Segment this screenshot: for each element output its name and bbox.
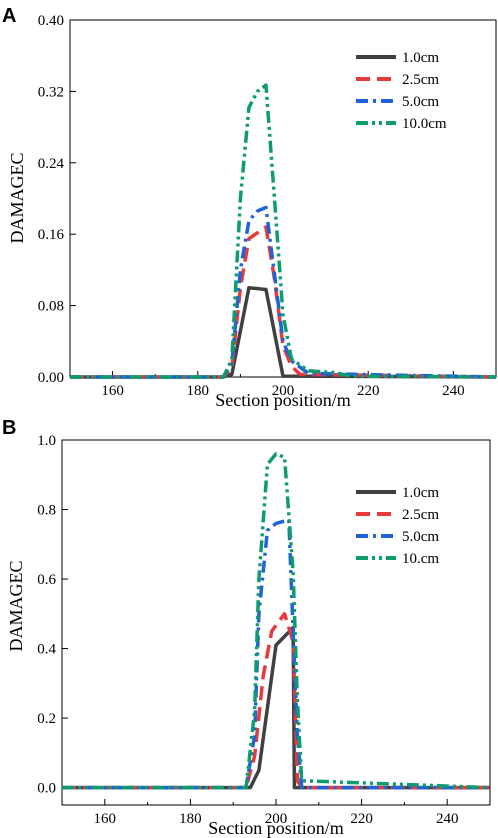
y-tick-label: 0.08 xyxy=(38,299,64,315)
legend-label: 10.cm xyxy=(402,551,439,567)
y-tick-label: 0.6 xyxy=(37,572,56,588)
legend-label: 10.0cm xyxy=(402,116,447,132)
y-tick-label: 0.0 xyxy=(37,781,56,797)
panel-a: A 160 180 200 220 240 0.00 0.08 0.16 0.24 0.32 0.4… xyxy=(2,5,497,410)
series-layer-b xyxy=(62,452,491,790)
y-axis-title-a: DAMAGEC xyxy=(7,152,27,243)
y-tick-label: 0.40 xyxy=(38,13,64,29)
x-tick-label: 240 xyxy=(442,383,465,399)
series-line-a xyxy=(70,225,497,379)
legend-a: 1.0cm 2.5cm 5.0cm 10.0cm xyxy=(356,50,447,132)
y-tick-label: 0.16 xyxy=(38,227,65,243)
y-tick-label: 0.32 xyxy=(38,84,64,100)
series-line-a xyxy=(70,83,497,379)
y-tick-label: 0.00 xyxy=(38,370,64,386)
y-tick-label: 1.0 xyxy=(37,433,56,449)
panel-label-a: A xyxy=(2,5,16,27)
legend-label: 2.5cm xyxy=(402,72,439,88)
x-tick-label: 200 xyxy=(265,811,288,827)
legend-label: 1.0cm xyxy=(402,50,439,66)
legend-b: 1.0cm 2.5cm 5.0cm 10.cm xyxy=(356,485,439,567)
x-tick-label: 180 xyxy=(179,811,202,827)
x-tick-label: 160 xyxy=(101,383,124,399)
x-axis-title-b: Section position/m xyxy=(208,818,344,838)
x-tick-label: 240 xyxy=(436,811,459,827)
y-tick-label: 0.2 xyxy=(37,711,56,727)
legend-label: 1.0cm xyxy=(402,485,439,501)
axis-ticks-a: 160 180 200 220 240 0.00 0.08 0.16 0.24 0.32 0.40 xyxy=(38,13,497,399)
x-axis-title-a: Section position/m xyxy=(215,390,351,410)
x-tick-label: 220 xyxy=(357,383,380,399)
y-tick-label: 0.8 xyxy=(37,503,56,519)
series-line-b xyxy=(62,612,490,790)
series-layer-a xyxy=(70,83,497,379)
panel-label-b: B xyxy=(2,417,16,439)
legend-label: 2.5cm xyxy=(402,507,439,523)
legend-label: 5.0cm xyxy=(402,529,439,545)
x-tick-label: 180 xyxy=(187,383,210,399)
series-line-b xyxy=(62,625,490,790)
series-line-b xyxy=(62,452,491,790)
series-line-a xyxy=(70,205,497,379)
y-tick-label: 0.4 xyxy=(37,642,56,658)
x-tick-label: 160 xyxy=(94,811,117,827)
y-axis-title-b: DAMAGEC xyxy=(6,560,26,651)
y-tick-label: 0.24 xyxy=(38,156,65,172)
panel-b: B 160 180 200 220 240 0.0 0.2 0.4 0.6 0.8 1.0 1.0c… xyxy=(2,417,491,838)
x-tick-label: 220 xyxy=(350,811,373,827)
axis-ticks-b: 160 180 200 220 240 0.0 0.2 0.4 0.6 0.8 1.0 xyxy=(37,433,491,827)
x-tick-label: 200 xyxy=(272,383,295,399)
series-line-b xyxy=(62,518,490,790)
legend-label: 5.0cm xyxy=(402,94,439,110)
